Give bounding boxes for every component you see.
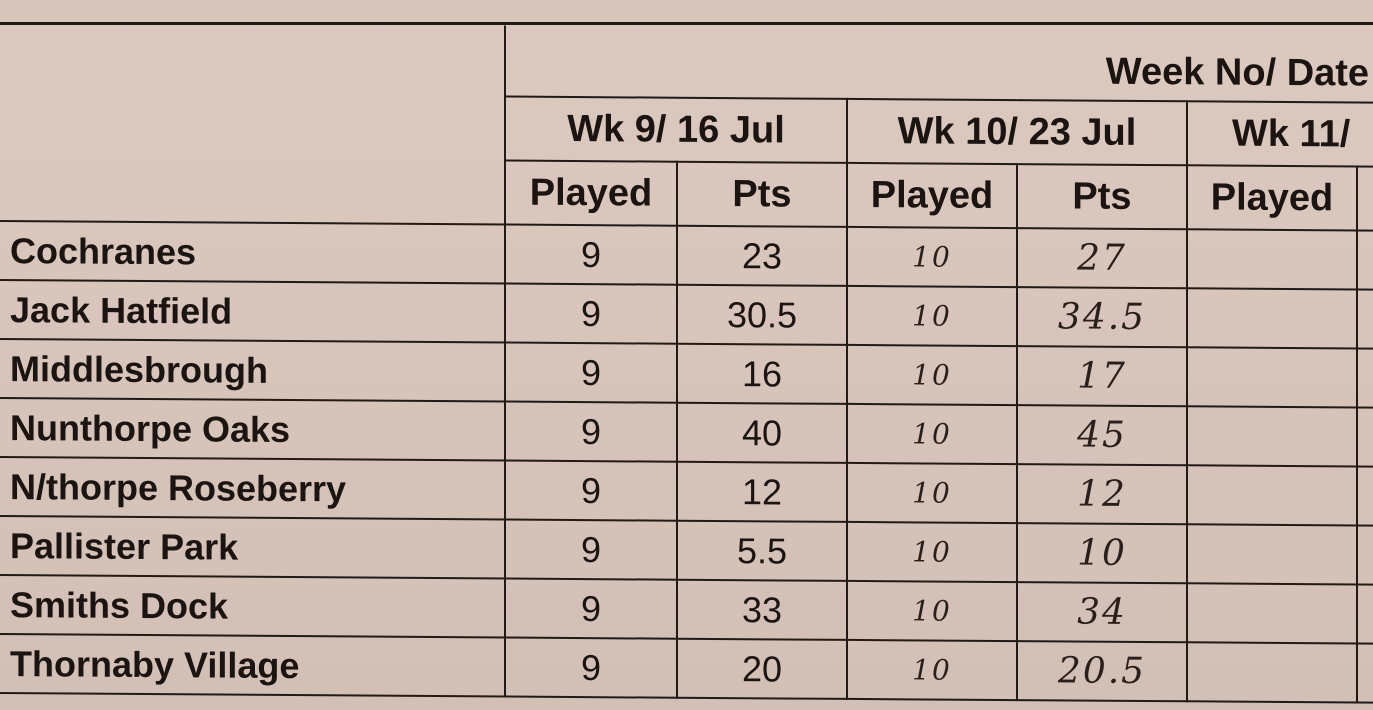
wk10-played-cell: 10 bbox=[847, 580, 1017, 642]
team-name: Nunthorpe Oaks bbox=[0, 398, 505, 461]
wk10-pts-cell: 27 bbox=[1017, 228, 1187, 289]
wk9-played-header: Played bbox=[505, 160, 677, 226]
wk10-played-cell: 10 bbox=[847, 403, 1017, 465]
wk9-played-cell: 9 bbox=[505, 401, 677, 462]
wk9-played-cell: 9 bbox=[505, 578, 677, 639]
wk11-pts-cell bbox=[1357, 230, 1373, 290]
wk9-played-cell: 9 bbox=[505, 342, 677, 403]
wk9-played-cell: 9 bbox=[505, 460, 677, 521]
table-row: Middlesbrough 9 16 10 17 bbox=[0, 339, 1373, 408]
wk11-pts-cell bbox=[1357, 643, 1373, 703]
wk11-played-cell bbox=[1187, 347, 1357, 408]
wk9-pts-cell: 23 bbox=[677, 225, 847, 286]
wk10-played-cell: 10 bbox=[847, 344, 1017, 406]
team-name: Middlesbrough bbox=[0, 339, 505, 402]
wk9-pts-cell: 20 bbox=[677, 638, 847, 699]
wk10-played-cell: 10 bbox=[847, 226, 1017, 288]
wk9-played-cell: 9 bbox=[505, 519, 677, 580]
wk9-pts-cell: 5.5 bbox=[677, 520, 847, 581]
week-9-header: Wk 9/ 16 Jul bbox=[505, 96, 847, 163]
wk11-pts-cell bbox=[1357, 407, 1373, 467]
wk10-pts-cell: 34 bbox=[1017, 582, 1187, 643]
wk10-pts-header: Pts bbox=[1017, 164, 1187, 230]
wk10-played-cell: 10 bbox=[847, 285, 1017, 347]
wk10-pts-cell: 45 bbox=[1017, 405, 1187, 466]
wk11-played-cell bbox=[1187, 406, 1357, 467]
wk10-played-cell: 10 bbox=[847, 639, 1017, 701]
wk11-played-cell bbox=[1187, 524, 1357, 585]
top-border bbox=[0, 0, 1373, 25]
week-11-header: Wk 11/ bbox=[1187, 101, 1373, 167]
team-name: Smiths Dock bbox=[0, 575, 505, 638]
table-row: Nunthorpe Oaks 9 40 10 45 bbox=[0, 398, 1373, 467]
table-row: Jack Hatfield 9 30.5 10 34.5 bbox=[0, 280, 1373, 349]
wk9-pts-cell: 40 bbox=[677, 402, 847, 463]
wk10-played-cell: 10 bbox=[847, 521, 1017, 583]
wk11-played-cell bbox=[1187, 229, 1357, 290]
wk11-pts-cell bbox=[1357, 466, 1373, 526]
wk9-played-cell: 9 bbox=[505, 224, 677, 285]
wk10-pts-cell: 17 bbox=[1017, 346, 1187, 407]
team-name: Jack Hatfield bbox=[0, 280, 505, 343]
wk11-played-cell bbox=[1187, 465, 1357, 526]
wk9-pts-header: Pts bbox=[677, 161, 847, 227]
table-row: Pallister Park 9 5.5 10 10 bbox=[0, 516, 1373, 585]
wk10-pts-cell: 10 bbox=[1017, 523, 1187, 584]
team-name: N/thorpe Roseberry bbox=[0, 457, 505, 520]
table-row: N/thorpe Roseberry 9 12 10 12 bbox=[0, 457, 1373, 526]
wk11-played-cell bbox=[1187, 583, 1357, 644]
team-name: Thornaby Village bbox=[0, 634, 505, 697]
wk9-played-cell: 9 bbox=[505, 637, 677, 698]
wk10-played-header: Played bbox=[847, 162, 1017, 229]
table-row: Cochranes 9 23 10 27 bbox=[0, 221, 1373, 290]
wk11-played-header: Played bbox=[1187, 165, 1357, 231]
wk9-pts-cell: 33 bbox=[677, 579, 847, 640]
wk9-pts-cell: 30.5 bbox=[677, 284, 847, 345]
wk11-played-cell bbox=[1187, 288, 1357, 349]
wk11-pts-cell bbox=[1357, 584, 1373, 644]
wk9-played-cell: 9 bbox=[505, 283, 677, 344]
wk11-pts-header bbox=[1357, 166, 1373, 231]
wk11-pts-cell bbox=[1357, 348, 1373, 408]
table-row: Smiths Dock 9 33 10 34 bbox=[0, 575, 1373, 644]
league-table: Week No/ Date Wk 9/ 16 Jul Wk 10/ 23 Jul… bbox=[0, 22, 1373, 704]
corner-cell bbox=[0, 22, 505, 225]
wk11-pts-cell bbox=[1357, 525, 1373, 585]
wk9-pts-cell: 12 bbox=[677, 461, 847, 522]
team-name: Cochranes bbox=[0, 221, 505, 284]
week-title: Week No/ Date bbox=[505, 25, 1373, 103]
wk10-pts-cell: 20.5 bbox=[1017, 641, 1187, 702]
wk11-pts-cell bbox=[1357, 289, 1373, 349]
wk9-pts-cell: 16 bbox=[677, 343, 847, 404]
wk11-played-cell bbox=[1187, 642, 1357, 703]
wk10-pts-cell: 34.5 bbox=[1017, 287, 1187, 348]
wk10-played-cell: 10 bbox=[847, 462, 1017, 524]
team-name: Pallister Park bbox=[0, 516, 505, 579]
wk10-pts-cell: 12 bbox=[1017, 464, 1187, 525]
week-10-header: Wk 10/ 23 Jul bbox=[847, 98, 1187, 166]
table-row: Thornaby Village 9 20 10 20.5 bbox=[0, 634, 1373, 703]
